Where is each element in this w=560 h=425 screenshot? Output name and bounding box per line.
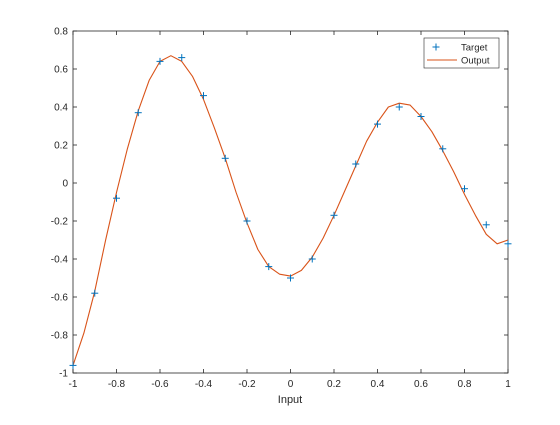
legend-label-output: Output <box>461 56 490 67</box>
axes-box <box>72 30 509 374</box>
x-tick-label: -0.4 <box>195 379 213 390</box>
x-tick-label: 0.8 <box>458 379 472 390</box>
x-tick-label: -0.8 <box>108 379 126 390</box>
x-tick-label: 0 <box>288 379 294 390</box>
x-tick-label: -0.6 <box>151 379 169 390</box>
target-point <box>352 160 360 168</box>
target-point <box>178 54 186 62</box>
target-point <box>482 221 490 229</box>
target-point <box>243 217 251 225</box>
target-point <box>395 103 403 111</box>
target-point <box>69 361 77 369</box>
y-tick-label: -0.8 <box>51 331 69 342</box>
x-tick-label: -1 <box>69 379 78 390</box>
y-tick-label: -1 <box>59 369 68 380</box>
y-tick-label: 0.6 <box>54 65 68 76</box>
y-tick-label: -0.4 <box>51 255 69 266</box>
target-point <box>374 120 381 128</box>
x-tick-label: 0.6 <box>414 379 428 390</box>
target-point <box>287 274 294 282</box>
y-tick-label: 0.8 <box>54 27 68 38</box>
target-point <box>265 263 273 271</box>
plot-area: -1 -0.8 -0.6 -0.4 -0.2 0 0.2 0.4 0.6 0.8 1 -1 -0.8 -0… <box>51 27 512 390</box>
legend-label-target: Target <box>461 43 488 54</box>
y-tick-label: 0 <box>62 179 68 190</box>
target-point <box>200 92 207 100</box>
target-point <box>113 194 120 202</box>
x-tick-label: 0.4 <box>371 379 385 390</box>
x-tick-label: 1 <box>505 379 511 390</box>
target-point <box>91 289 99 297</box>
target-point <box>308 255 316 263</box>
x-axis-label: Input <box>278 394 302 406</box>
target-point <box>134 109 142 117</box>
target-point <box>461 185 468 193</box>
y-tick-label: 0.4 <box>54 103 68 114</box>
legend: Target Output <box>423 37 500 69</box>
target-point <box>417 113 425 120</box>
x-tick-label: -0.2 <box>238 379 256 390</box>
target-point <box>221 154 229 162</box>
target-point <box>330 211 338 219</box>
x-tick-label: 0.2 <box>327 379 341 390</box>
legend-box <box>423 37 500 69</box>
target-point <box>439 145 447 153</box>
y-tick-label: -0.2 <box>51 217 69 228</box>
target-point <box>156 57 164 65</box>
y-tick-label: -0.6 <box>51 293 69 304</box>
y-tick-label: 0.2 <box>54 141 68 152</box>
target-point <box>504 240 512 248</box>
